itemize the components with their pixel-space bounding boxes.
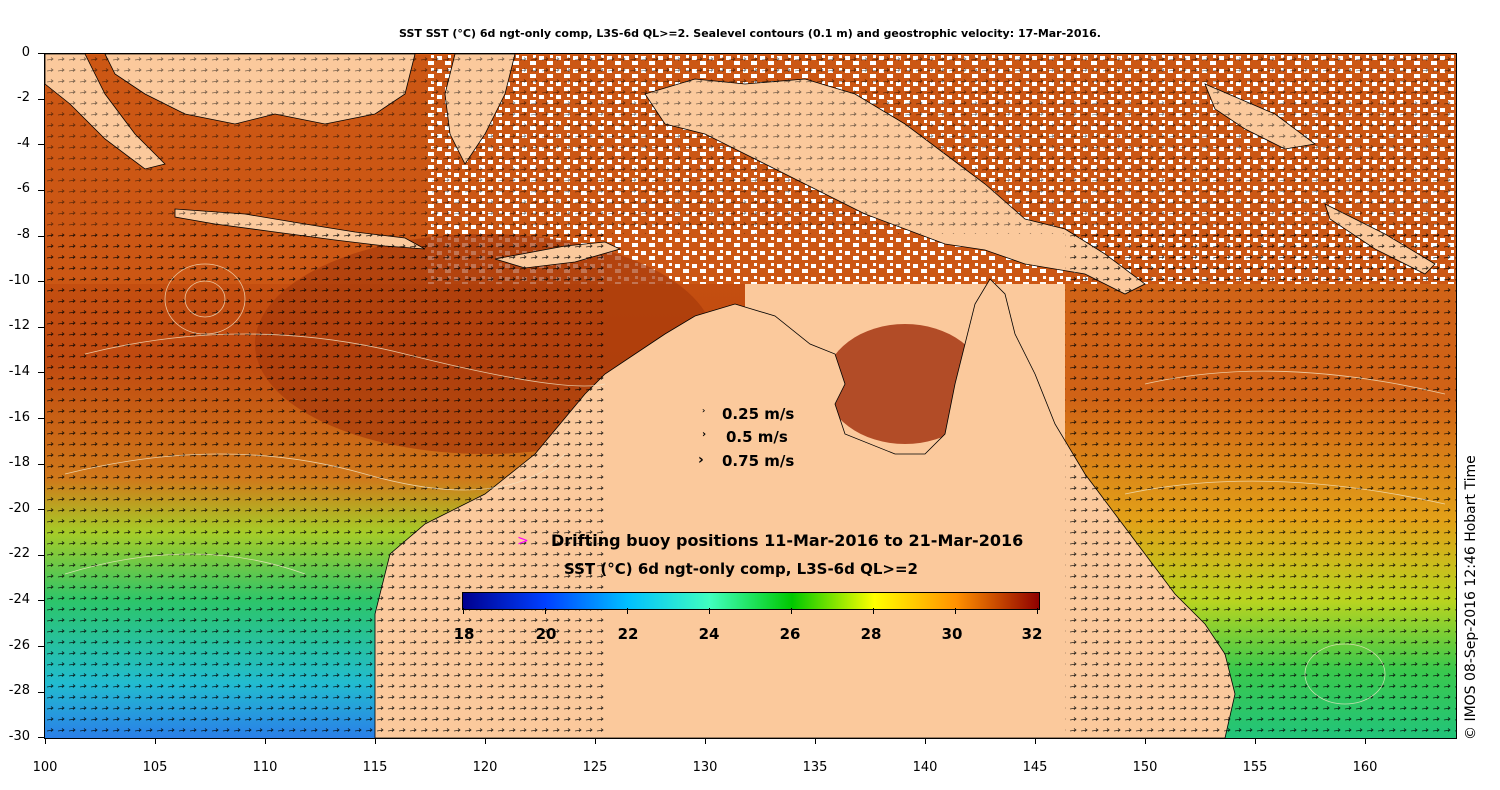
y-tick bbox=[38, 190, 44, 191]
sst-colorbar bbox=[462, 592, 1040, 610]
colorbar-label: 26 bbox=[779, 625, 801, 643]
y-tick bbox=[38, 144, 44, 145]
y-tick bbox=[38, 327, 44, 328]
colorbar-label: 20 bbox=[535, 625, 557, 643]
x-tick bbox=[375, 738, 376, 744]
x-tick bbox=[925, 738, 926, 744]
colorbar-label: 30 bbox=[941, 625, 963, 643]
y-tick bbox=[38, 464, 44, 465]
y-tick-label: -6 bbox=[17, 181, 30, 196]
colorbar-tick bbox=[873, 608, 874, 614]
y-tick bbox=[38, 236, 44, 237]
y-tick-label: -24 bbox=[8, 592, 30, 607]
colorbar-label: 32 bbox=[1021, 625, 1043, 643]
velocity-field-east bbox=[1065, 234, 1456, 738]
x-tick bbox=[265, 738, 266, 744]
y-tick bbox=[38, 737, 44, 738]
map-title: SST SST (°C) 6d ngt-only comp, L3S-6d QL… bbox=[399, 27, 1101, 40]
sealevel-contours bbox=[64, 263, 1446, 705]
colorbar-tick bbox=[545, 608, 546, 614]
y-tick-label: -14 bbox=[8, 364, 30, 379]
colorbar-tick bbox=[463, 608, 464, 614]
y-tick-label: -8 bbox=[17, 227, 30, 242]
buoy-legend-label: Drifting buoy positions 11-Mar-2016 to 2… bbox=[551, 531, 1024, 550]
x-tick-label: 155 bbox=[1242, 760, 1268, 775]
x-tick bbox=[815, 738, 816, 744]
y-tick-label: -16 bbox=[8, 410, 30, 425]
colorbar-tick bbox=[709, 608, 710, 614]
colorbar-tick bbox=[791, 608, 792, 614]
x-tick-label: 115 bbox=[362, 760, 388, 775]
x-tick-label: 125 bbox=[582, 760, 608, 775]
gulf-warm bbox=[825, 324, 985, 444]
x-tick bbox=[155, 738, 156, 744]
y-tick bbox=[38, 600, 44, 601]
colorbar-label: 28 bbox=[860, 625, 882, 643]
x-tick-label: 135 bbox=[802, 760, 828, 775]
x-tick-label: 140 bbox=[912, 760, 938, 775]
x-tick bbox=[45, 738, 46, 744]
y-tick-label: -30 bbox=[8, 729, 30, 744]
arrow-medium-icon: › bbox=[702, 429, 707, 440]
colorbar-label: 18 bbox=[453, 625, 475, 643]
y-tick-label: -4 bbox=[17, 136, 30, 151]
y-tick bbox=[38, 372, 44, 373]
x-tick bbox=[1255, 738, 1256, 744]
y-tick-label: -10 bbox=[8, 273, 30, 288]
colorbar-tick bbox=[1037, 608, 1038, 614]
y-tick-label: -12 bbox=[8, 318, 30, 333]
y-tick-label: -18 bbox=[8, 455, 30, 470]
y-tick bbox=[38, 646, 44, 647]
y-tick bbox=[38, 692, 44, 693]
x-tick-label: 120 bbox=[472, 760, 498, 775]
y-tick-label: -22 bbox=[8, 546, 30, 561]
colorbar-label: 22 bbox=[617, 625, 639, 643]
y-tick bbox=[38, 99, 44, 100]
colorbar-tick bbox=[955, 608, 956, 614]
colorbar-title: SST (°C) 6d ngt-only comp, L3S-6d QL>=2 bbox=[564, 560, 918, 578]
x-tick bbox=[485, 738, 486, 744]
velocity-legend-label: 0.5 m/s bbox=[726, 428, 788, 446]
y-tick bbox=[38, 418, 44, 419]
sst-map-canvas bbox=[45, 54, 1456, 738]
x-tick-label: 145 bbox=[1022, 760, 1048, 775]
x-tick bbox=[1365, 738, 1366, 744]
colorbar-label: 24 bbox=[698, 625, 720, 643]
y-tick-label: 0 bbox=[21, 45, 30, 60]
y-tick-label: -26 bbox=[8, 638, 30, 653]
sst-map[interactable] bbox=[44, 53, 1457, 739]
x-tick-label: 100 bbox=[32, 760, 58, 775]
x-tick bbox=[1035, 738, 1036, 744]
velocity-field-north bbox=[45, 54, 1456, 234]
colorbar-tick bbox=[627, 608, 628, 614]
x-tick-label: 110 bbox=[252, 760, 278, 775]
x-tick-label: 150 bbox=[1132, 760, 1158, 775]
y-tick-label: -20 bbox=[8, 501, 30, 516]
y-tick bbox=[38, 281, 44, 282]
arrow-small-icon: › bbox=[702, 406, 706, 415]
y-tick-label: -28 bbox=[8, 683, 30, 698]
x-tick bbox=[1145, 738, 1146, 744]
velocity-legend-label: 0.25 m/s bbox=[722, 405, 795, 423]
x-tick-label: 105 bbox=[142, 760, 168, 775]
y-tick bbox=[38, 53, 44, 54]
velocity-field-west bbox=[45, 234, 605, 738]
buoy-marker-icon: > bbox=[517, 533, 529, 549]
y-tick-label: -2 bbox=[17, 90, 30, 105]
x-tick bbox=[595, 738, 596, 744]
x-tick-label: 130 bbox=[692, 760, 718, 775]
arrow-large-icon: › bbox=[698, 452, 704, 468]
x-tick bbox=[705, 738, 706, 744]
y-tick bbox=[38, 509, 44, 510]
y-tick bbox=[38, 555, 44, 556]
x-tick-label: 160 bbox=[1352, 760, 1378, 775]
imos-credit: © IMOS 08-Sep-2016 12:46 Hobart Time bbox=[1463, 455, 1479, 740]
velocity-legend-label: 0.75 m/s bbox=[722, 452, 795, 470]
